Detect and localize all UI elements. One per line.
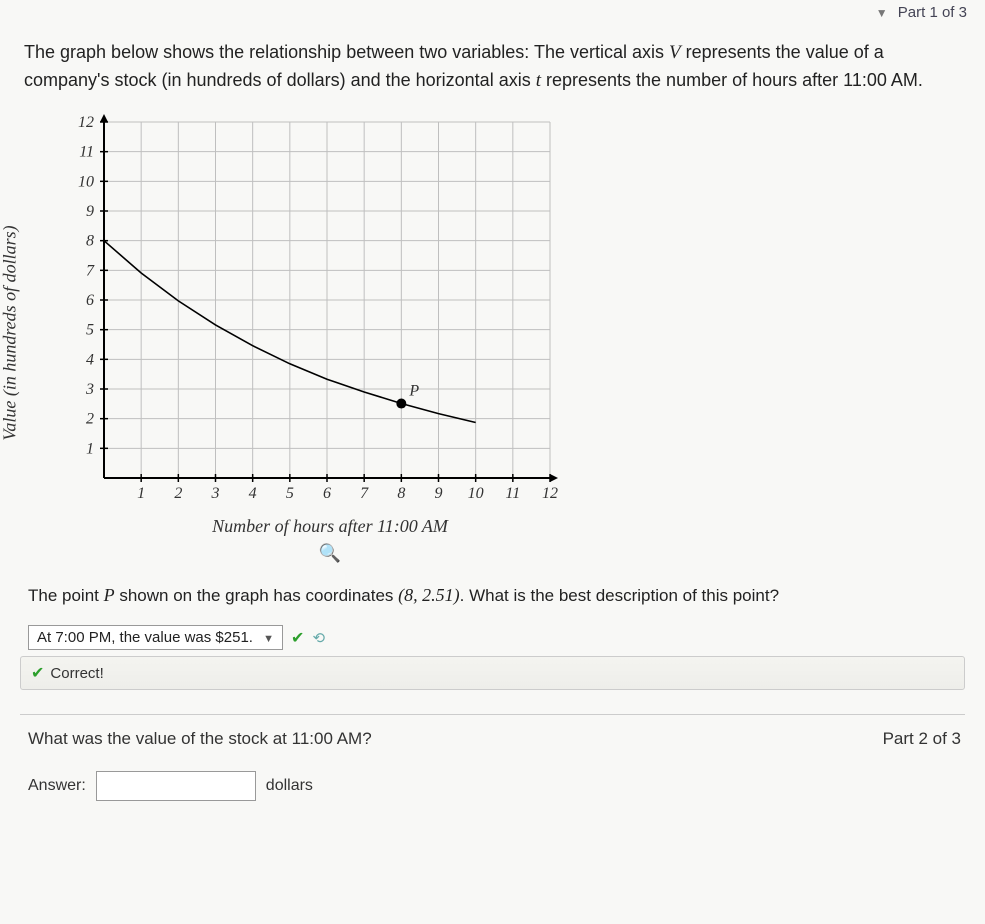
svg-text:1: 1 xyxy=(86,440,94,457)
check-icon: ✔ xyxy=(31,663,44,683)
answer-2-input[interactable] xyxy=(96,771,256,801)
stock-chart: 123456789101112123456789101112P xyxy=(60,112,560,512)
svg-text:2: 2 xyxy=(174,485,182,502)
svg-text:4: 4 xyxy=(86,351,94,368)
chevron-down-icon: ▼ xyxy=(263,633,274,645)
retry-icon[interactable]: ⟲ xyxy=(312,629,325,647)
answer-1-dropdown[interactable]: At 7:00 PM, the value was $251. ▼ xyxy=(28,625,283,650)
part-indicator: ▼ Part 1 of 3 xyxy=(0,0,985,21)
svg-text:6: 6 xyxy=(323,485,331,502)
svg-text:10: 10 xyxy=(468,485,484,502)
y-axis-label: Value (in hundreds of dollars) xyxy=(0,225,21,440)
svg-text:1: 1 xyxy=(137,485,145,502)
svg-text:6: 6 xyxy=(86,292,94,309)
svg-text:9: 9 xyxy=(86,203,94,220)
answer-2-row: Answer: dollars xyxy=(0,755,985,821)
x-axis-label: Number of hours after 11:00 AM xyxy=(60,516,600,537)
svg-text:8: 8 xyxy=(86,233,94,250)
svg-text:10: 10 xyxy=(78,173,94,190)
svg-text:3: 3 xyxy=(211,485,220,502)
svg-text:2: 2 xyxy=(86,411,94,428)
chevron-down-icon: ▼ xyxy=(876,6,888,20)
question-2-row: What was the value of the stock at 11:00… xyxy=(0,715,985,755)
feedback-bar: ✔ Correct! xyxy=(20,656,965,690)
svg-text:P: P xyxy=(408,383,419,400)
check-icon: ✔ xyxy=(291,628,304,648)
svg-text:11: 11 xyxy=(505,485,520,502)
svg-text:12: 12 xyxy=(78,114,94,131)
svg-text:3: 3 xyxy=(85,381,94,398)
svg-text:11: 11 xyxy=(79,144,94,161)
answer-1-selected: At 7:00 PM, the value was $251. xyxy=(37,629,253,646)
answer-2-unit: dollars xyxy=(266,777,313,795)
svg-text:7: 7 xyxy=(360,485,369,502)
svg-text:12: 12 xyxy=(542,485,558,502)
magnify-icon[interactable]: 🔍 xyxy=(60,543,600,564)
feedback-text: Correct! xyxy=(50,665,103,682)
part-label: Part 1 of 3 xyxy=(898,4,967,21)
svg-text:5: 5 xyxy=(86,322,94,339)
part-2-label: Part 2 of 3 xyxy=(883,729,961,749)
problem-prompt: The graph below shows the relationship b… xyxy=(0,21,985,102)
question-1: The point P shown on the graph has coord… xyxy=(0,564,985,619)
question-2-text: What was the value of the stock at 11:00… xyxy=(28,729,372,749)
svg-text:5: 5 xyxy=(286,485,294,502)
answer-label: Answer: xyxy=(28,777,86,795)
svg-text:7: 7 xyxy=(86,262,95,279)
chart-container: Value (in hundreds of dollars) 123456789… xyxy=(0,102,600,564)
answer-1-row: At 7:00 PM, the value was $251. ▼ ✔ ⟲ xyxy=(0,619,985,654)
svg-text:8: 8 xyxy=(397,485,405,502)
svg-text:4: 4 xyxy=(249,485,257,502)
svg-text:9: 9 xyxy=(435,485,443,502)
